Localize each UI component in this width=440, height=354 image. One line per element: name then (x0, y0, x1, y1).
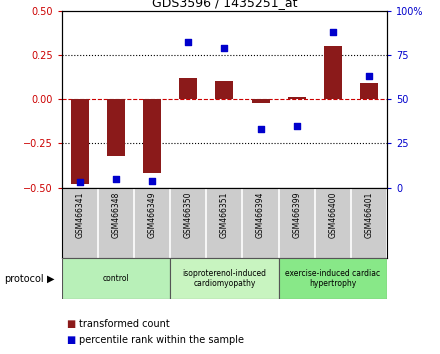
Text: protocol: protocol (4, 274, 44, 284)
Bar (324, 46, 342, 99)
Point (149, 178, 156, 183)
Text: GSM466349: GSM466349 (147, 191, 157, 238)
Text: ■: ■ (66, 319, 75, 329)
Point (221, 45, 228, 51)
Point (185, 40, 192, 45)
Bar (252, 99, 270, 103)
Point (76, 179, 83, 185)
Bar (143, 99, 161, 173)
Text: GSM466394: GSM466394 (256, 191, 265, 238)
Text: percentile rank within the sample: percentile rank within the sample (79, 335, 244, 345)
Bar (215, 81, 234, 99)
Bar (62, 258, 170, 299)
Bar (71, 99, 89, 184)
Text: GSM466399: GSM466399 (292, 191, 301, 238)
Bar (360, 83, 378, 99)
Text: GSM466341: GSM466341 (75, 191, 84, 238)
Point (366, 73, 373, 79)
Text: control: control (103, 274, 129, 283)
Bar (170, 258, 279, 299)
Text: GSM466351: GSM466351 (220, 191, 229, 238)
Bar (107, 99, 125, 156)
Text: exercise-induced cardiac
hypertrophy: exercise-induced cardiac hypertrophy (286, 269, 381, 289)
Bar (279, 258, 387, 299)
Bar (288, 97, 306, 99)
Text: ■: ■ (66, 335, 75, 345)
Text: GSM466400: GSM466400 (328, 191, 337, 238)
Point (257, 126, 264, 132)
Text: ▶: ▶ (47, 274, 55, 284)
Title: GDS3596 / 1435251_at: GDS3596 / 1435251_at (152, 0, 297, 10)
Text: transformed count: transformed count (79, 319, 170, 329)
Text: GSM466348: GSM466348 (111, 191, 121, 238)
Text: isoproterenol-induced
cardiomyopathy: isoproterenol-induced cardiomyopathy (183, 269, 266, 289)
Text: GSM466350: GSM466350 (184, 191, 193, 238)
Point (330, 29, 337, 35)
Point (293, 123, 300, 129)
Bar (179, 78, 197, 99)
Point (112, 176, 119, 182)
Text: GSM466401: GSM466401 (365, 191, 374, 238)
